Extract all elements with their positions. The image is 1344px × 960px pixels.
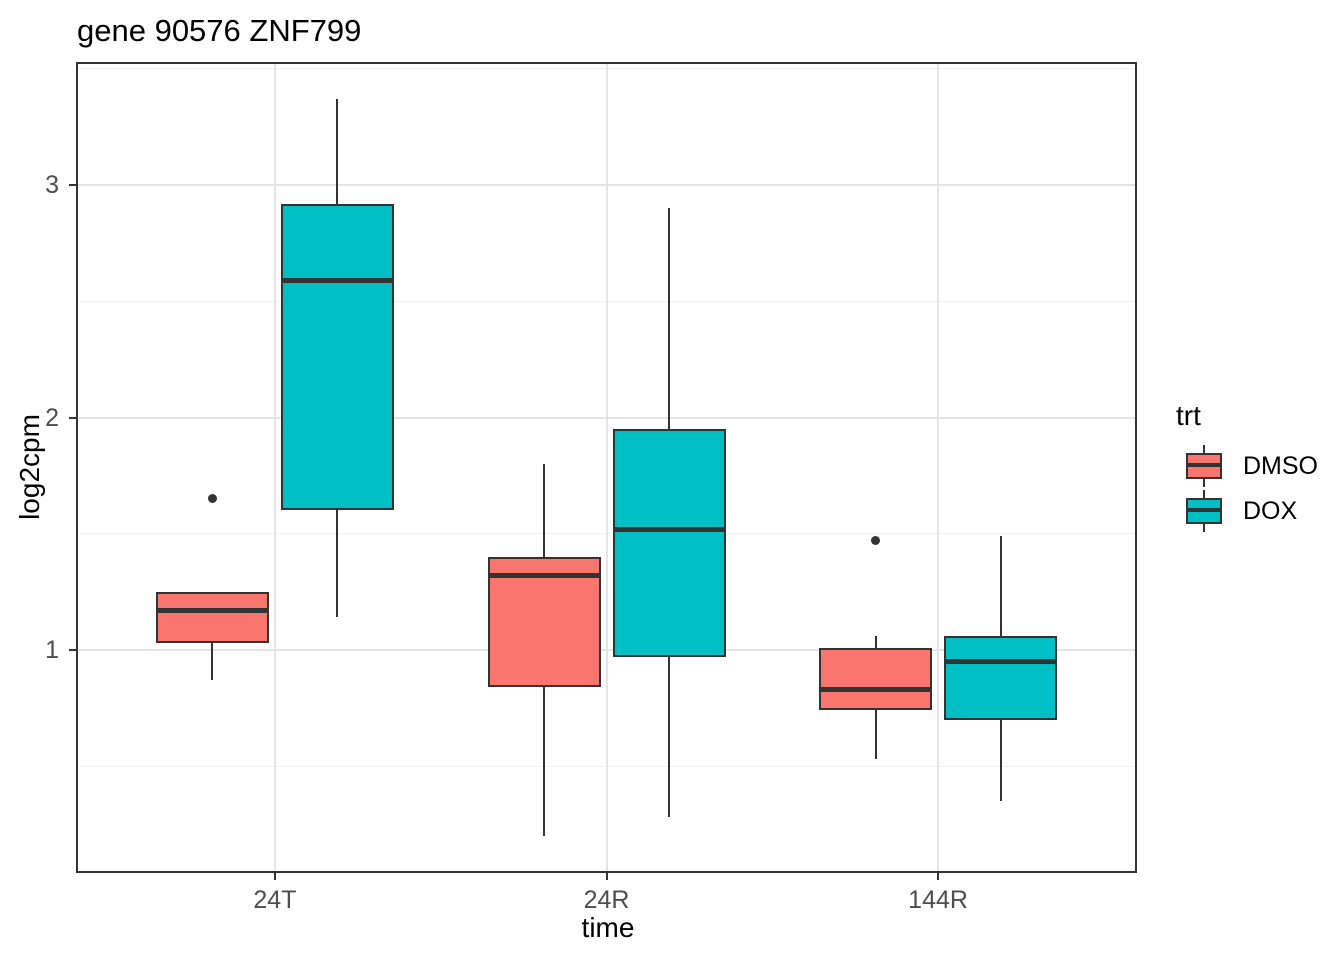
outlier-DMSO-24T [207, 494, 217, 504]
box-DMSO-144R [819, 647, 933, 711]
box-DMSO-24T [155, 591, 269, 643]
legend-item-dmso: DMSO [1185, 442, 1318, 490]
chart-title: gene 90576 ZNF799 [77, 13, 362, 48]
x-tick-label: 144R [908, 886, 968, 914]
legend-title: trt [1176, 400, 1201, 431]
plot-panel [76, 62, 1137, 873]
median-DMSO-24T [157, 607, 267, 613]
gridline-x-major [273, 62, 276, 873]
legend-item-dox: DOX [1185, 487, 1297, 535]
x-tick-mark [605, 873, 608, 880]
y-tick-label: 2 [45, 403, 59, 432]
x-axis-title: time [581, 912, 635, 943]
y-tick-mark [69, 416, 76, 419]
x-tick-label: 24T [253, 886, 297, 914]
y-tick-label: 3 [45, 171, 59, 200]
box-DMSO-24R [487, 556, 601, 688]
legend-key-glyph [1185, 442, 1223, 490]
box-DOX-24T [280, 203, 394, 511]
median-DMSO-144R [821, 686, 931, 692]
median-DOX-24R [614, 526, 724, 532]
gridline-x-major [605, 62, 608, 873]
legend-key-glyph [1185, 487, 1223, 535]
legend-key-median-icon [1188, 508, 1220, 512]
box-DOX-144R [944, 635, 1058, 720]
x-tick-label: 24R [583, 886, 630, 914]
x-tick-mark [937, 873, 940, 880]
y-tick-mark [69, 648, 76, 651]
legend-label-dox: DOX [1243, 496, 1298, 525]
gridline-x-major [937, 62, 940, 873]
x-tick-mark [273, 873, 276, 880]
y-tick-mark [69, 184, 76, 187]
legend-key-median-icon [1188, 463, 1220, 467]
median-DMSO-24R [489, 573, 599, 579]
outlier-DMSO-144R [871, 536, 881, 546]
legend-label-dmso: DMSO [1243, 451, 1318, 480]
box-DOX-24R [612, 429, 726, 657]
y-tick-label: 1 [45, 635, 59, 664]
median-DOX-144R [946, 659, 1056, 665]
median-DOX-24T [282, 277, 392, 283]
